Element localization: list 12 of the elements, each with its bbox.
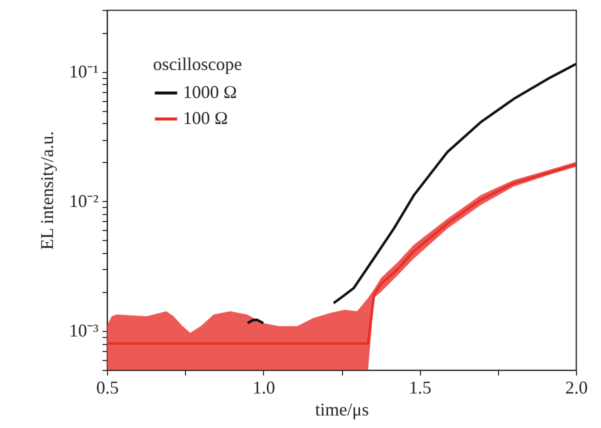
y-tick-label: 10⁻¹ [69,61,98,82]
legend-label: 1000 Ω [183,82,237,102]
y-axis-title: EL intensity/a.u. [37,131,58,250]
x-axis-title: time/μs [315,400,369,420]
x-tick-label: 1.0 [252,378,276,398]
y-tick-label: 10⁻² [69,190,98,211]
legend-title: oscilloscope [153,54,242,74]
y-tick-label: 10⁻³ [69,320,100,340]
x-tick-label: 2.0 [565,378,588,398]
legend-label: 100 Ω [183,108,228,128]
x-tick-label: 0.5 [96,378,119,398]
x-tick-label: 1.5 [408,378,432,398]
